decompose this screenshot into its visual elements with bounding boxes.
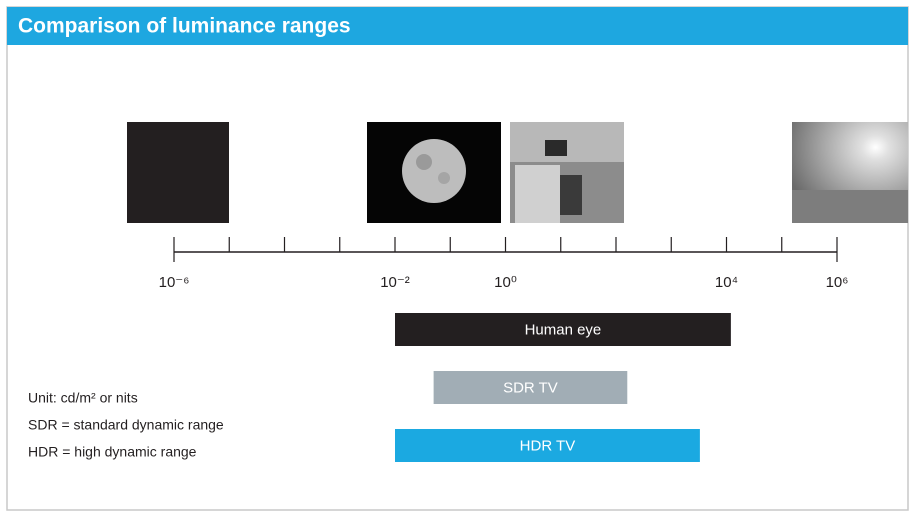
x-tick-label: 10⁻⁶ [159,274,190,291]
bar-label: SDR TV [503,379,558,396]
chart: Comparison of luminance ranges Unit: cd/… [0,0,915,527]
note: HDR = high dynamic range [28,444,197,460]
bar-label: HDR TV [520,437,576,454]
note: Unit: cd/m² or nits [28,390,138,406]
chart-title: Comparison of luminance ranges [18,15,351,38]
x-tick-label: 10⁴ [715,274,738,291]
x-tick-label: 10⁻² [380,274,410,291]
office-image [510,122,624,223]
x-tick-label: 10⁶ [826,274,849,291]
bar-label: Human eye [525,321,602,338]
sun-image [792,122,908,223]
moon-image [367,122,501,223]
x-tick-label: 10⁰ [494,274,517,291]
note: SDR = standard dynamic range [28,417,224,433]
dark-image [127,122,229,223]
